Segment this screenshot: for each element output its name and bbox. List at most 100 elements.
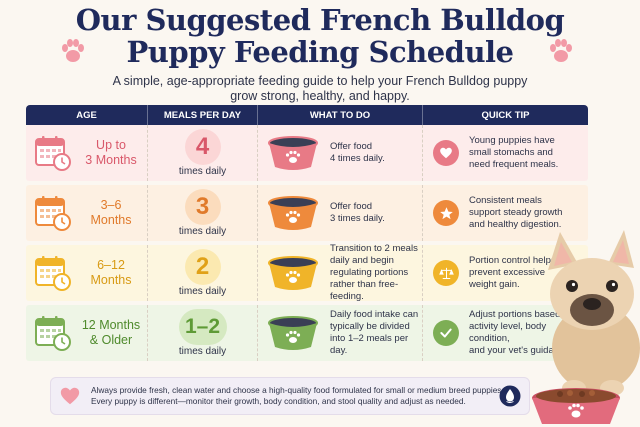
feeding-schedule-table: AGE MEALS PER DAY WHAT TO DO QUICK TIP U… [26,105,588,361]
check-icon [433,320,459,346]
age-line-1: Up to [96,138,126,152]
subtitle-line-2: grow strong, healthy, and happy. [230,89,410,103]
tip-text: Consistent meals support steady growth and… [469,195,562,231]
meals-count-badge: 4 [184,129,221,165]
tip-line-2: activity level, body condition, [469,321,547,344]
tip-line-3: and healthy digestion. [469,219,562,230]
age-cell: 3–6 Months [26,185,148,241]
scale-icon [433,260,459,286]
tip-line-1: Adjust portions based on [469,309,574,320]
tip-cell: Adjust portions based on activity level, … [423,305,588,361]
meals-sub-label: times daily [178,226,227,237]
meals-sub-label: times daily [178,346,227,357]
food-bowl-icon [268,196,318,230]
meals-cell: 1–2 times daily [148,305,258,361]
tip-text: Adjust portions based on activity level, … [469,309,588,357]
meals-count-badge: 3 [184,189,221,225]
table-row: 6–12 Months 2 times daily Transition to 2 me… [26,243,588,302]
meals-sub-label: times daily [178,286,227,297]
age-cell: 12 Months & Older [26,305,148,361]
header-quick-tip: QUICK TIP [481,109,530,121]
tip-line-2: prevent excessive [469,267,546,278]
heart-icon [433,140,459,166]
tip-cell: Portion control helps prevent excessive we… [423,245,588,301]
food-bowl-icon [268,316,318,350]
todo-cell: Offer food 4 times daily. [258,125,423,181]
footer-line-1: Always provide fresh, clean water and ch… [91,385,504,395]
meals-count-badge: 2 [184,249,221,285]
age-label: Up to 3 Months [76,138,146,168]
age-line-1: 12 Months [81,318,141,332]
todo-line-2: 4 times daily. [330,153,385,164]
meals-count: 4 [195,133,210,160]
age-line-2: Months [90,273,132,287]
age-line-2: Months [90,213,132,227]
footer-note: Always provide fresh, clean water and ch… [50,377,530,415]
tip-line-2: small stomachs and [469,147,553,158]
calendar-clock-icon [35,136,71,171]
todo-line-2: 3 times daily. [330,213,385,224]
age-label: 12 Months & Older [76,318,146,348]
todo-line-3: regulating portions [330,267,409,278]
meals-count: 2 [195,253,210,280]
footer-line-2: Every puppy is different—monitor their g… [91,396,466,406]
tip-line-1: Portion control helps [469,255,556,266]
todo-line-1: Transition to 2 meals [330,243,418,254]
age-label: 3–6 Months [76,198,146,228]
age-label: 6–12 Months [76,258,146,288]
table-row: Up to 3 Months 4 times daily Offer food 4 tim… [26,125,588,181]
food-bowl-icon [268,256,318,290]
paw-print-icon [62,39,84,62]
tip-line-3: weight gain. [469,279,520,290]
todo-cell: Daily food intake can typically be divide… [258,305,423,361]
subtitle: A simple, age-appropriate feeding guide … [110,74,530,104]
meals-cell: 2 times daily [148,245,258,301]
tip-text: Young puppies have small stomachs and need… [469,135,558,171]
todo-cell: Offer food 3 times daily. [258,185,423,241]
age-line-2: 3 Months [85,153,137,167]
paw-print-icon [550,39,572,62]
tip-line-2: support steady growth [469,207,563,218]
meals-count-badge: 1–2 [178,309,227,345]
tip-line-1: Consistent meals [469,195,542,206]
title-line-2: Puppy Feeding Schedule [126,35,514,69]
age-line-1: 3–6 [100,198,122,212]
meals-count: 1–2 [184,315,221,338]
todo-text: Offer food 3 times daily. [330,201,385,225]
table-row: 12 Months & Older 1–2 times daily Daily food… [26,305,588,361]
tip-text: Portion control helps prevent excessive we… [469,255,556,291]
star-icon [433,200,459,226]
meals-count: 3 [195,193,210,220]
todo-cell: Transition to 2 meals daily and begin regu… [258,243,423,302]
header-age: AGE [26,105,148,125]
water-drop-icon [499,385,521,407]
age-cell: 6–12 Months [26,245,148,301]
table-header: AGE MEALS PER DAY WHAT TO DO QUICK TIP [26,105,588,125]
tip-line-3: and your vet's guidance. [469,345,572,356]
todo-text: Daily food intake can typically be divide… [330,309,422,357]
french-bulldog-puppy-illustration [532,230,640,424]
food-bowl-icon [268,136,318,170]
todo-line-1: Daily food intake can [330,309,419,320]
calendar-clock-icon [35,256,71,291]
tip-cell: Consistent meals support steady growth and… [423,185,588,241]
todo-line-4: rather than free-feeding. [330,279,399,302]
todo-line-3: into 1–2 meals per day. [330,333,409,356]
calendar-clock-icon [35,316,71,351]
todo-line-2: typically be divided [330,321,410,332]
meals-cell: 4 times daily [148,125,258,181]
table-row: 3–6 Months 3 times daily Offer food 3 times d… [26,185,588,241]
header-meals-per-day: MEALS PER DAY [148,105,258,125]
todo-line-1: Offer food [330,201,373,212]
meals-sub-label: times daily [178,166,227,177]
todo-line-1: Offer food [330,141,373,152]
tip-cell: Young puppies have small stomachs and need… [423,125,588,181]
page-title: Our Suggested French Bulldog Puppy Feedi… [0,4,640,68]
calendar-clock-icon [35,196,71,231]
todo-text: Offer food 4 times daily. [330,141,385,165]
age-line-2: & Older [89,333,133,347]
subtitle-line-1: A simple, age-appropriate feeding guide … [112,74,528,88]
header-what-to-do: WHAT TO DO [258,105,423,125]
footer-text: Always provide fresh, clean water and ch… [91,385,504,407]
heart-icon [60,387,80,405]
